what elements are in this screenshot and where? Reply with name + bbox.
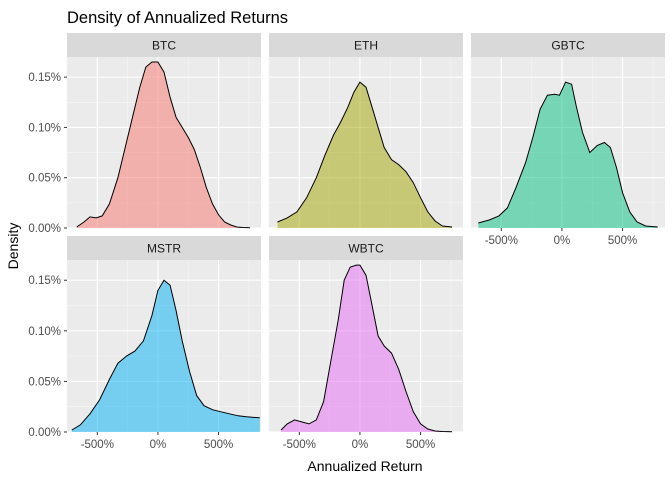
y-tick-label: 0.00% [28,223,61,235]
density-area-eth [277,82,453,228]
y-tick-label: 0.05% [28,173,61,185]
x-tick-label: 0% [352,439,369,451]
density-area-mstr [71,280,260,432]
chart-title: Density of Annualized Returns [67,9,288,27]
facet-strip-gbtc [471,33,665,57]
x-tick-label: -500% [283,439,316,451]
y-tick-label: 0.15% [28,275,61,287]
x-tick-label: -500% [485,235,518,247]
density-line-btc [76,61,251,229]
density-area-wbtc [281,265,453,432]
density-line-mstr [71,279,260,431]
x-tick-label: 500% [608,235,637,247]
y-tick-label: 0.15% [28,72,61,84]
x-tick-label: -500% [81,439,114,451]
facet-strip-eth [269,33,463,57]
x-tick-label: 0% [554,235,571,247]
facet-strip-label: WBTC [348,242,384,256]
y-tick-label: 0.10% [28,122,61,134]
facet-panel-btc: BTC 0.00% 0.05% 0.10% 0.15% [28,33,261,235]
facet-panel-wbtc: WBTC -500% 0% 500% [268,236,463,451]
density-area-btc [76,62,251,228]
x-tick-label: 0% [150,439,167,451]
facet-panel-eth: ETH [268,33,463,229]
y-tick-label: 0.10% [28,326,61,338]
y-tick-label: 0.05% [28,376,61,388]
facet-strip-label: GBTC [551,39,585,53]
y-axis-title: Density [5,223,21,270]
density-line-gbtc [478,81,658,228]
x-tick-label: 500% [204,439,233,451]
x-axis-title: Annualized Return [307,458,422,474]
density-area-gbtc [478,82,658,228]
x-tick-label: 500% [406,439,435,451]
density-line-eth [277,81,453,228]
facet-strip-label: MSTR [147,242,181,256]
facet-panel-mstr: MSTR 0.00% 0.05% 0.10% 0.15% -500% 0% 500% [28,236,261,451]
density-line-wbtc [280,264,453,433]
facet-strip-wbtc [269,236,463,260]
y-tick-label: 0.00% [28,427,61,439]
facet-strip-mstr [67,236,261,260]
facet-strip-btc [67,33,261,57]
facet-strip-label: ETH [354,39,378,53]
facet-panels: BTC 0.00% 0.05% 0.10% 0.15% ETH GBTC -500% 0% 500… [28,33,665,451]
facet-panel-gbtc: GBTC -500% 0% 500% [470,33,665,247]
facet-strip-label: BTC [152,39,176,53]
